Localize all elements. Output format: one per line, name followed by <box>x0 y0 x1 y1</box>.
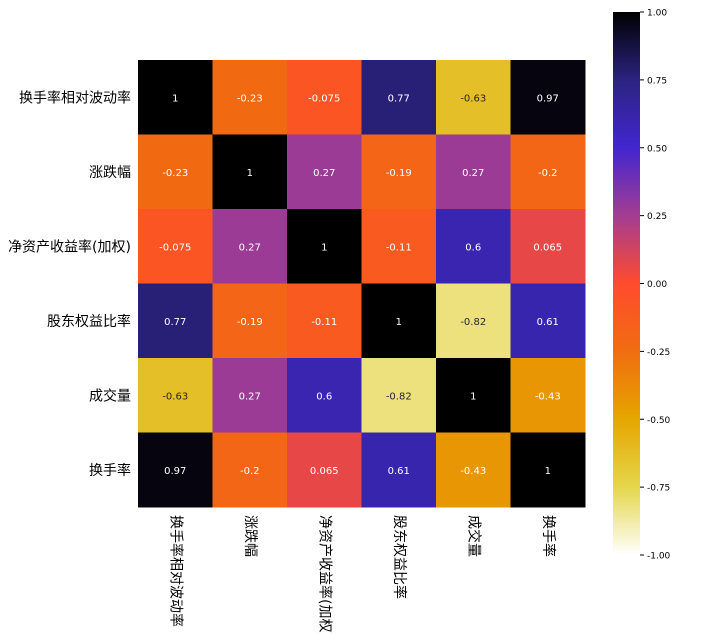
row-label: 股东权益比率 <box>47 313 131 330</box>
cell-value-label: -0.82 <box>460 317 486 328</box>
cell-value-label: 1 <box>470 391 476 402</box>
heatmap-cell <box>138 209 213 284</box>
heatmap-cell <box>510 209 586 284</box>
heatmap-cell <box>138 432 213 508</box>
colorbar-tick-label: -0.75 <box>647 484 670 494</box>
column-label: 换手率 <box>540 515 557 557</box>
row-label: 换手率相对波动率 <box>19 89 131 106</box>
cell-value-label: -0.63 <box>460 93 486 104</box>
cell-value-label: -0.2 <box>240 466 260 477</box>
heatmap-cell <box>361 60 437 135</box>
cell-value-label: 0.97 <box>537 93 559 104</box>
heatmap-cell <box>287 358 362 433</box>
heatmap-cell <box>436 60 511 135</box>
heatmap-cell <box>287 60 362 135</box>
column-label: 涨跌幅 <box>242 515 258 557</box>
cell-value-label: 0.61 <box>388 466 410 477</box>
heatmap-cell <box>361 283 437 359</box>
cell-value-label: -0.075 <box>159 242 191 253</box>
cell-value-label: 1 <box>545 466 551 477</box>
heatmap-cell <box>138 134 213 210</box>
cell-value-label: 0.97 <box>164 466 186 477</box>
heatmap-cell <box>287 283 362 359</box>
cell-value-label: -0.2 <box>538 168 558 179</box>
colorbar-tick-label: -1.00 <box>647 552 671 562</box>
row-label: 涨跌幅 <box>89 165 131 181</box>
colorbar-tick-label: 0.25 <box>647 212 667 222</box>
heatmap-cell <box>361 432 437 508</box>
heatmap-cell <box>436 283 511 359</box>
heatmap-cell <box>212 134 288 210</box>
cell-value-label: -0.23 <box>237 93 263 104</box>
heatmap-cell <box>436 358 511 433</box>
heatmap-cell <box>510 134 586 210</box>
colorbar-tick-label: -0.25 <box>647 348 670 358</box>
column-label: 换手率相对波动率 <box>167 515 184 627</box>
cell-value-label: -0.43 <box>460 466 486 477</box>
column-labels: 换手率相对波动率 涨跌幅 净资产收益率(加权) 股东权益比率 成交量 换手率 <box>167 515 557 634</box>
heatmap-cell <box>510 283 586 359</box>
colorbar-tick-label: 0.50 <box>647 144 667 154</box>
column-label: 股东权益比率 <box>391 515 408 599</box>
heatmap-cell <box>436 432 511 508</box>
cell-value-label: -0.19 <box>386 168 412 179</box>
heatmap-cell <box>138 60 213 135</box>
cell-value-label: 1 <box>321 242 327 253</box>
colorbar-tick-label: 1.00 <box>647 9 667 19</box>
colorbar-tick-label: -0.50 <box>647 416 671 426</box>
heatmap-cell <box>212 358 288 433</box>
cell-value-label: 0.77 <box>164 317 186 328</box>
cell-value-label: 1 <box>172 93 178 104</box>
heatmap-cell <box>138 358 213 433</box>
cell-value-label: -0.11 <box>386 242 412 253</box>
cell-value-label: 0.065 <box>533 242 562 253</box>
heatmap-cell <box>361 209 437 284</box>
cell-value-label: -0.075 <box>308 93 340 104</box>
colorbar-tick-label: 0.75 <box>647 76 667 86</box>
cell-value-label: 0.61 <box>537 317 559 328</box>
heatmap-cell <box>510 60 586 135</box>
heatmap-cell <box>436 134 511 210</box>
cell-value-label: 0.6 <box>316 391 332 402</box>
colorbar: 1.00 0.75 0.50 0.25 0.00 -0.25 -0.50 -0.75 -1.00 <box>613 9 671 562</box>
column-label: 净资产收益率(加权) <box>316 515 333 634</box>
cell-value-label: 0.27 <box>313 168 335 179</box>
colorbar-tick-label: 0.00 <box>647 280 667 290</box>
cell-value-label: -0.43 <box>535 391 561 402</box>
column-label: 成交量 <box>465 515 482 557</box>
cell-value-label: 0.27 <box>239 242 261 253</box>
cell-value-label: 0.6 <box>465 242 481 253</box>
row-label: 换手率 <box>89 462 131 479</box>
colorbar-gradient <box>613 12 640 555</box>
cell-value-label: -0.19 <box>237 317 263 328</box>
heatmap-cell <box>212 209 288 284</box>
heatmap-cell <box>212 283 288 359</box>
cell-value-label: 0.27 <box>462 168 484 179</box>
heatmap-cells: 1 -0.23 -0.075 0.77 -0.63 0.97 -0.23 1 0.27 -0.19… <box>138 60 586 508</box>
cell-value-label: -0.82 <box>386 391 412 402</box>
heatmap-cell <box>138 283 213 359</box>
heatmap-cell <box>212 432 288 508</box>
heatmap-cell <box>361 358 437 433</box>
heatmap-cell <box>436 209 511 284</box>
cell-value-label: -0.63 <box>162 391 188 402</box>
cell-value-label: 0.27 <box>239 391 261 402</box>
row-label: 成交量 <box>89 387 131 404</box>
heatmap-cell <box>287 209 362 284</box>
heatmap-cell <box>287 134 362 210</box>
cell-value-label: -0.23 <box>162 168 188 179</box>
cell-value-label: 1 <box>396 317 402 328</box>
cell-value-label: 1 <box>247 168 253 179</box>
row-label: 净资产收益率(加权) <box>8 238 131 255</box>
heatmap-cell <box>287 432 362 508</box>
heatmap-cell <box>510 432 586 508</box>
heatmap-cell <box>361 134 437 210</box>
cell-value-label: -0.11 <box>311 317 337 328</box>
heatmap-cell <box>212 60 288 135</box>
cell-value-label: 0.77 <box>388 93 410 104</box>
heatmap-cell <box>510 358 586 433</box>
cell-value-label: 0.065 <box>310 466 339 477</box>
